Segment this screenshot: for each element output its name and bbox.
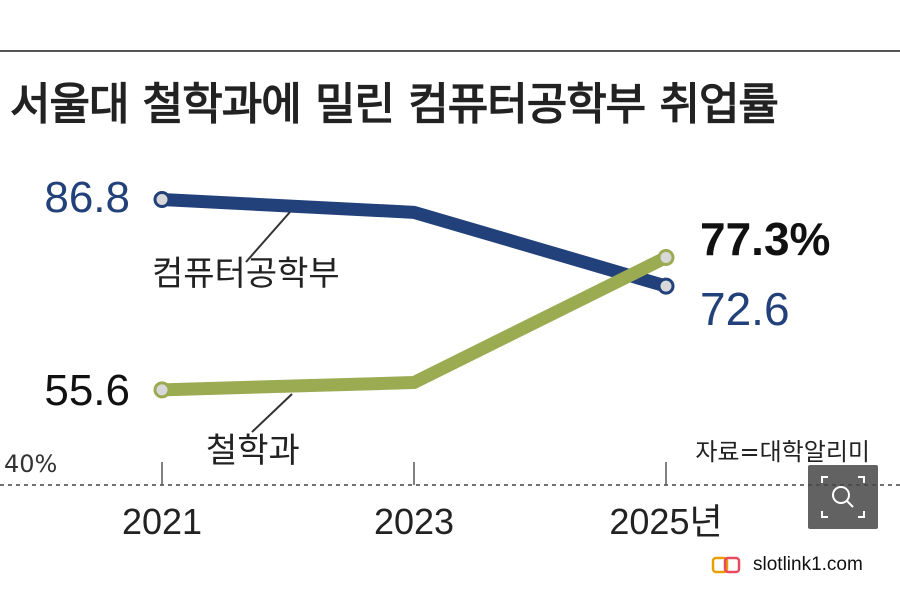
x-tick-label: 2025년 [609,501,722,542]
watermark[interactable]: slotlink1.com [705,548,869,582]
data-point [153,191,171,209]
leader-line [245,211,291,263]
series-line-1 [155,250,673,397]
slotlink-logo-icon [711,554,745,576]
data-point [153,381,171,399]
series-name-label: 철학과 [206,431,300,471]
data-point [657,277,675,295]
baseline-label: 40% [4,450,57,478]
x-tick-label: 2021 [122,501,202,542]
data-label: 55.6 [44,366,130,415]
x-tick-label: 2023 [374,501,454,542]
series-line-0 [155,193,673,293]
search-icon [821,476,865,518]
data-label: 72.6 [700,283,790,335]
source-label: 자료=대학알리미 [695,438,870,466]
zoom-button[interactable] [808,465,878,529]
data-label: 77.3% [700,213,830,265]
watermark-text: slotlink1.com [753,554,863,575]
data-label: 86.8 [44,173,130,222]
top-rule [0,50,900,52]
data-point [657,248,675,266]
chart-title: 서울대 철학과에 밀린 컴퓨터공학부 취업률 [10,79,779,130]
leader-line [251,393,293,433]
series-name-label: 컴퓨터공학부 [152,254,340,294]
